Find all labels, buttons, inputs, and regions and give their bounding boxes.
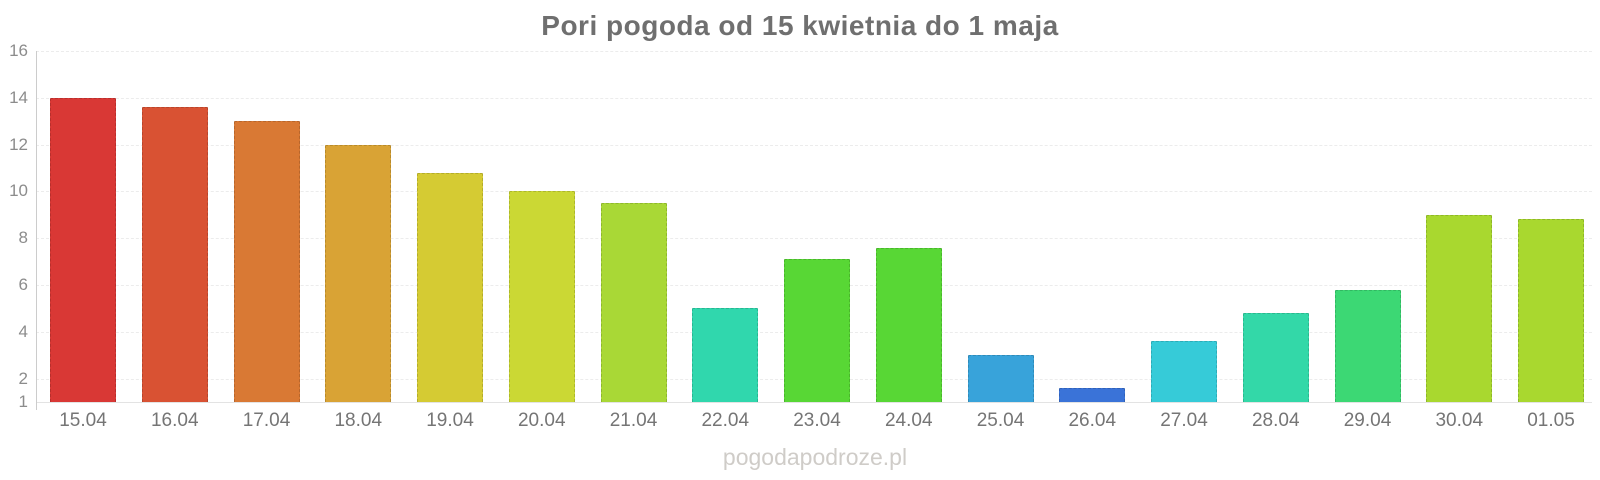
bar-22.04[interactable] [692,308,759,402]
gridline-10 [36,191,1592,193]
x-axis-label-29.04: 29.04 [1343,410,1392,431]
x-axis-label-19.04: 19.04 [426,410,474,431]
y-axis-tick-label: 14 [9,87,28,107]
chart-title: Pori pogoda od 15 kwietnia do 1 maja [541,10,1059,41]
bar-15.04[interactable] [50,97,116,402]
bar-27.04[interactable] [1151,341,1217,402]
gridline-1 [36,402,1592,403]
gridline-16 [36,51,1592,52]
x-axis-label-17.04: 17.04 [242,410,291,431]
bar-16.04[interactable] [141,107,208,402]
y-axis-tick-label: 6 [18,275,28,294]
x-axis-label-16.04: 16.04 [150,410,199,431]
bar-24.04[interactable] [875,247,942,402]
bar-20.04[interactable] [508,191,575,402]
y-axis-tick-label: 16 [9,41,28,60]
y-axis-tick-label: 4 [18,321,28,341]
bar-17.04[interactable] [233,121,300,402]
bar-19.04[interactable] [417,172,483,402]
x-axis-label-30.04: 30.04 [1435,410,1484,431]
bar-01.05[interactable] [1518,219,1584,402]
x-axis-label-26.04: 26.04 [1068,410,1117,431]
bar-23.04[interactable] [784,259,850,402]
y-axis-tick-label: 12 [9,134,28,154]
bar-30.04[interactable] [1426,214,1493,402]
x-axis-label-24.04: 24.04 [884,410,933,431]
gridline-14 [36,97,1592,99]
x-axis-label-23.04: 23.04 [793,410,841,431]
y-axis-tick-label: 8 [18,228,28,248]
x-axis-label-28.04: 28.04 [1251,410,1300,431]
bar-28.04[interactable] [1242,313,1309,402]
x-axis-label-21.04: 21.04 [609,410,658,431]
bar-29.04[interactable] [1334,289,1401,402]
x-axis-label-22.04: 22.04 [701,410,750,431]
x-axis-label-15.04: 15.04 [59,410,107,431]
bar-26.04[interactable] [1059,387,1126,402]
bar-21.04[interactable] [600,203,667,402]
x-axis-label-25.04: 25.04 [976,410,1025,431]
y-axis-tick-label: 10 [9,181,28,201]
x-axis-label-18.04: 18.04 [334,410,383,431]
x-axis-label-20.04: 20.04 [517,410,566,431]
x-axis-label-27.04: 27.04 [1160,410,1208,431]
gridline-8 [36,238,1592,240]
bar-25.04[interactable] [967,355,1034,402]
y-axis-tick-label: 1 [18,392,28,411]
y-axis-tick-label: 2 [18,368,28,388]
bar-18.04[interactable] [325,144,392,402]
y-axis-line [36,51,37,410]
gridline-12 [36,144,1592,146]
x-axis-label-01.05: 01.05 [1527,410,1575,431]
watermark-text: pogodapodroze.pl [722,444,908,470]
